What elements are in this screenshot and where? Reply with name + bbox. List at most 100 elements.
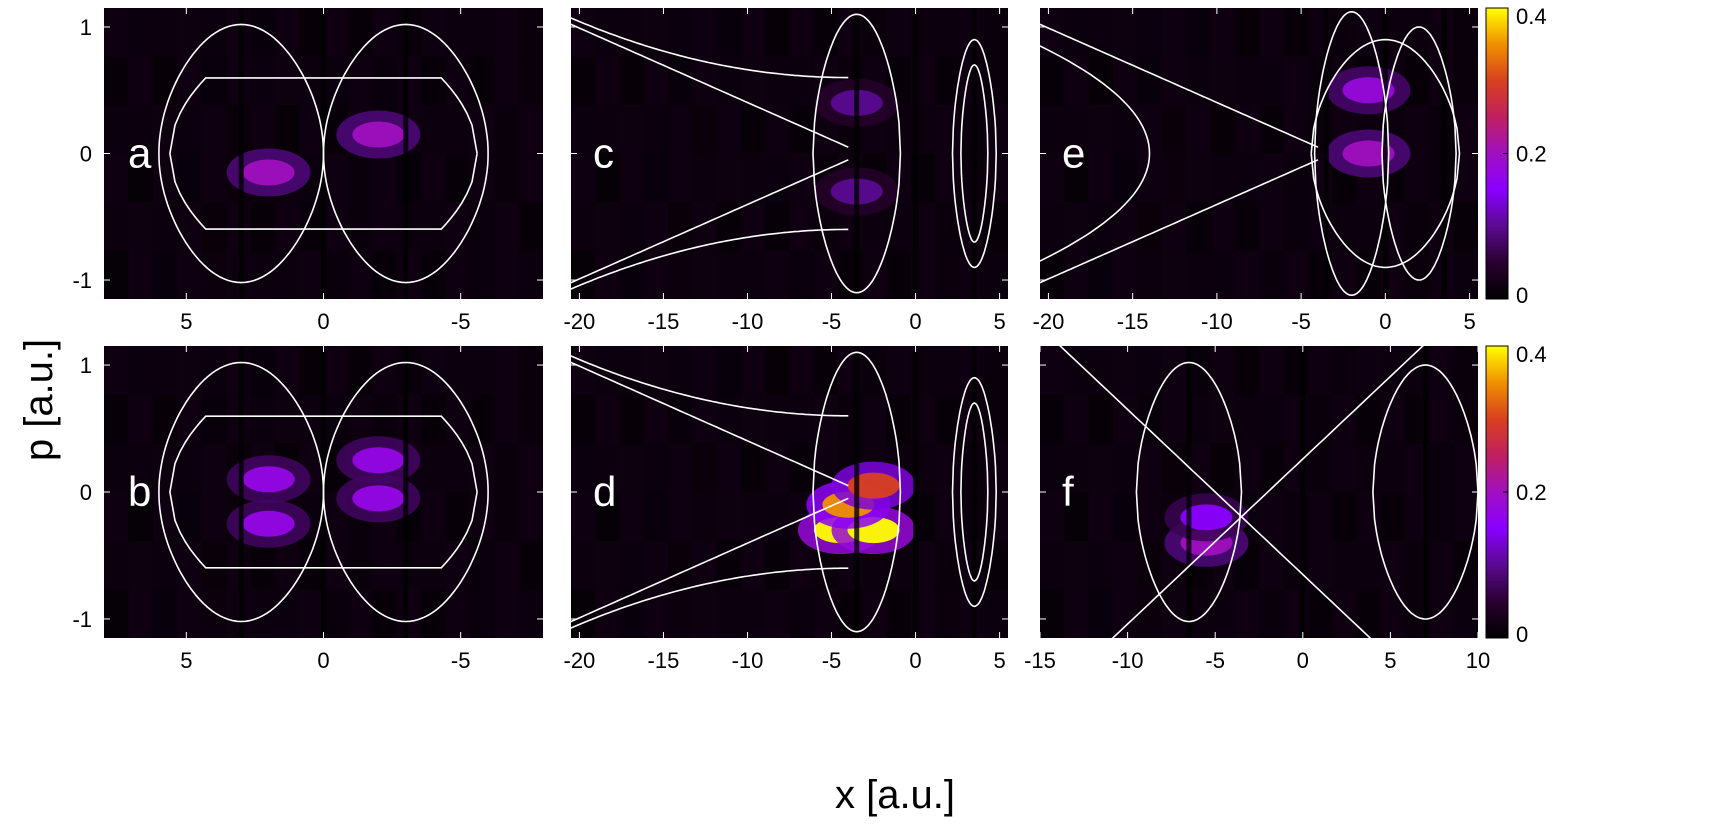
colorbar-tick-label: 0.2: [1516, 480, 1547, 505]
haze-cell: [1137, 492, 1162, 541]
haze-cell: [201, 105, 226, 154]
haze-cell: [250, 8, 275, 57]
haze-cell: [250, 540, 275, 590]
haze-cell: [225, 105, 251, 154]
haze-cell: [571, 56, 596, 105]
haze-cell: [1064, 56, 1089, 105]
x-tick-label: -5: [451, 309, 471, 334]
haze-cell: [595, 540, 620, 590]
haze-cell: [518, 56, 543, 105]
haze-cell: [668, 153, 693, 202]
separatrix-curves: [1040, 10, 1461, 297]
haze-cell: [1380, 589, 1405, 638]
haze-cell: [959, 346, 984, 395]
haze-cell: [1259, 56, 1284, 105]
haze-cell: [1137, 443, 1162, 492]
haze-cell: [886, 589, 911, 638]
haze-cell: [1161, 105, 1186, 154]
x-tick-label: 0: [1297, 648, 1309, 673]
haze-cell: [201, 443, 226, 492]
plot-area: [1040, 346, 1478, 638]
haze-cell: [1064, 250, 1089, 299]
hot-spot: [847, 472, 900, 499]
haze-cell: [643, 202, 669, 251]
haze-cell: [152, 56, 178, 105]
haze-cell: [619, 394, 644, 444]
haze-cell: [1405, 8, 1430, 57]
haze-cell: [983, 250, 1008, 299]
haze-cell: [959, 250, 984, 299]
background-haze: [1040, 8, 1478, 299]
haze-cell: [668, 492, 693, 541]
haze-cell: [323, 250, 348, 299]
y-tick-label: 1: [80, 353, 92, 378]
haze-cell: [935, 56, 960, 105]
haze-cell: [983, 346, 1008, 395]
haze-cell: [740, 153, 766, 202]
haze-cell: [692, 153, 717, 202]
haze-cell: [813, 8, 839, 57]
haze-cell: [1453, 589, 1478, 638]
haze-cell: [668, 394, 693, 444]
panel-label: d: [593, 468, 616, 515]
haze-cell: [274, 394, 300, 444]
haze-cell: [692, 105, 717, 154]
colorbar-tick-label: 0.4: [1516, 4, 1547, 29]
haze-cell: [983, 202, 1008, 251]
nodal-stripe: [913, 8, 919, 299]
haze-cell: [1186, 105, 1211, 154]
separatrix-lens-right: [951, 376, 998, 608]
haze-cell: [299, 202, 324, 251]
haze-cell: [1137, 202, 1162, 251]
haze-cell: [1429, 394, 1454, 444]
haze-cell: [1210, 56, 1235, 105]
haze-cell: [152, 8, 178, 57]
background-haze: [571, 8, 1008, 299]
nodal-stripe: [1300, 346, 1306, 638]
haze-cell: [274, 540, 300, 590]
haze-cell: [1113, 202, 1138, 251]
haze-cell: [1161, 394, 1186, 444]
haze-cell: [469, 540, 495, 590]
haze-cell: [128, 540, 153, 590]
separatrix-diagonal-down: [1059, 346, 1372, 638]
haze-cell: [1405, 105, 1430, 154]
separatrix-outer: [169, 415, 478, 569]
haze-cell: [518, 394, 543, 444]
haze-cell: [668, 346, 693, 395]
haze-cell: [323, 589, 348, 638]
haze-cell: [668, 540, 693, 590]
nodal-stripe: [238, 8, 244, 299]
haze-cell: [323, 56, 348, 105]
haze-cell: [1088, 589, 1113, 638]
haze-cell: [1137, 250, 1162, 299]
separatrix-lower-branch: [571, 228, 849, 290]
haze-cell: [250, 589, 275, 638]
haze-cell: [274, 346, 300, 395]
separatrix-upper-branch: [571, 355, 849, 417]
colorbar: 0.4 0.2 0: [1485, 342, 1547, 647]
nodal-stripe: [971, 8, 977, 299]
haze-cell: [813, 589, 839, 638]
haze-cell: [1332, 540, 1357, 590]
x-tick-label: -15: [648, 309, 680, 334]
haze-cell: [935, 492, 960, 541]
haze-cell: [983, 8, 1008, 57]
haze-cell: [225, 346, 251, 395]
haze-cell: [1088, 105, 1113, 154]
haze-cell: [494, 202, 519, 251]
haze-cell: [469, 250, 495, 299]
haze-cell: [494, 540, 519, 590]
haze-cell: [1380, 443, 1405, 492]
haze-cell: [959, 589, 984, 638]
separatrix-curves: [571, 351, 998, 633]
haze-cell: [201, 8, 226, 57]
haze-cell: [1210, 153, 1235, 202]
haze-cell: [1259, 443, 1284, 492]
x-tick-label: 0: [909, 648, 921, 673]
haze-cell: [152, 540, 178, 590]
haze-cell: [1429, 8, 1454, 57]
haze-cell: [692, 443, 717, 492]
haze-cell: [716, 589, 741, 638]
x-tick-label: 5: [1384, 648, 1396, 673]
